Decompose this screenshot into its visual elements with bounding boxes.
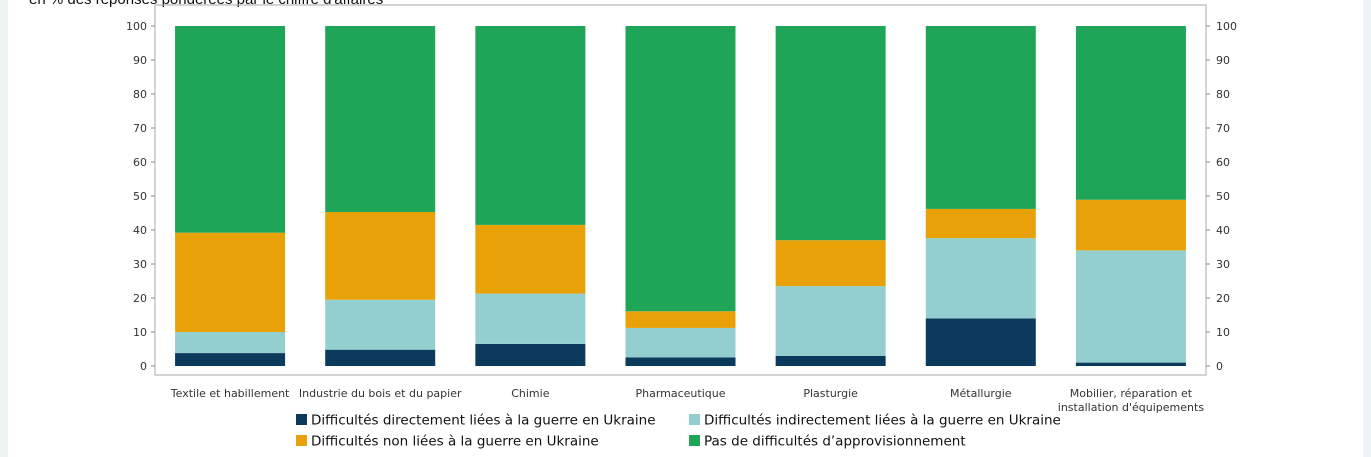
bar-segment (625, 357, 736, 366)
y-tick-label-right: 90 (1216, 54, 1230, 67)
y-tick-label-left: 100 (126, 20, 147, 33)
bar-segment (175, 353, 286, 366)
stacked-bar-chart: 0 0 10 10 20 20 30 30 40 40 50 50 60 60 70 70 80 80 90 90 10… (126, 4, 1237, 450)
bar-segment (925, 26, 1036, 209)
x-tick-label: Industrie du bois et du papier (299, 387, 462, 400)
legend-swatch (689, 435, 700, 446)
bar-segment (775, 240, 886, 287)
bar-segment (625, 26, 736, 312)
y-tick-label-right: 50 (1216, 190, 1230, 203)
legend: Difficultés directement liées à la guerr… (296, 413, 1061, 450)
x-tick-label: Chimie (511, 387, 549, 400)
bar-segment (925, 318, 1036, 366)
plot-area-border (154, 4, 1207, 376)
y-tick-label-left: 50 (133, 190, 147, 203)
bar-segment (475, 293, 586, 344)
y-tick-label-left: 10 (133, 326, 147, 339)
y-tick-label-left: 70 (133, 122, 147, 135)
x-tick-label: Textile et habillement (170, 387, 290, 400)
chart-subtitle: en % des réponses pondérées par le chiff… (29, 0, 383, 8)
y-tick-label-right: 100 (1216, 20, 1237, 33)
bar-segment (325, 299, 436, 350)
y-tick-label-left: 30 (133, 258, 147, 271)
bars (175, 26, 1186, 366)
y-tick-label-left: 90 (133, 54, 147, 67)
y-tick-label-left: 0 (140, 360, 147, 373)
axes: 0 0 10 10 20 20 30 30 40 40 50 50 60 60 70 70 80 80 90 90 10… (126, 4, 1237, 376)
bar-segment (325, 26, 436, 212)
bar-segment (175, 232, 286, 332)
bar-segment (1075, 199, 1186, 251)
y-tick-label-right: 80 (1216, 88, 1230, 101)
y-tick-label-left: 80 (133, 88, 147, 101)
bar-segment (625, 327, 736, 358)
legend-swatch (689, 414, 700, 425)
bar-segment (475, 26, 586, 225)
x-tick-labels: Textile et habillement Industrie du bois … (170, 387, 1205, 414)
x-tick-label: Pharmaceutique (635, 387, 725, 400)
chart-frame: en % des réponses pondérées par le chiff… (8, 0, 1363, 457)
y-tick-label-right: 70 (1216, 122, 1230, 135)
y-tick-label-right: 0 (1216, 360, 1223, 373)
x-tick-label: Mobilier, réparation et (1070, 387, 1193, 400)
bar-segment (175, 332, 286, 354)
legend-swatch (296, 414, 307, 425)
bar-segment (925, 208, 1036, 239)
bar-segment (775, 26, 886, 241)
y-tick-label-right: 20 (1216, 292, 1230, 305)
legend-label: Difficultés indirectement liées à la gue… (704, 413, 1061, 429)
legend-swatch (296, 435, 307, 446)
legend-label: Difficultés directement liées à la guerr… (311, 413, 656, 429)
bar-segment (625, 311, 736, 328)
y-tick-label-right: 60 (1216, 156, 1230, 169)
y-tick-label-right: 40 (1216, 224, 1230, 237)
x-tick-label: installation d'équipements (1058, 401, 1205, 414)
bar-segment (175, 26, 286, 233)
y-tick-label-left: 20 (133, 292, 147, 305)
bar-segment (775, 286, 886, 356)
bar-segment (1075, 26, 1186, 200)
bar-segment (1075, 362, 1186, 366)
y-tick-label-left: 60 (133, 156, 147, 169)
bar-segment (325, 349, 436, 366)
bar-segment (1075, 250, 1186, 363)
bar-segment (775, 355, 886, 366)
legend-label: Pas de difficultés d’approvisionnement (704, 434, 966, 450)
legend-label: Difficultés non liées à la guerre en Ukr… (311, 434, 599, 450)
y-tick-label-right: 30 (1216, 258, 1230, 271)
bar-segment (475, 343, 586, 366)
bar-segment (325, 211, 436, 300)
x-tick-label: Métallurgie (950, 387, 1012, 400)
bar-segment (475, 224, 586, 294)
y-tick-label-left: 40 (133, 224, 147, 237)
x-tick-label: Plasturgie (803, 387, 858, 400)
y-tick-label-right: 10 (1216, 326, 1230, 339)
bar-segment (925, 238, 1036, 319)
